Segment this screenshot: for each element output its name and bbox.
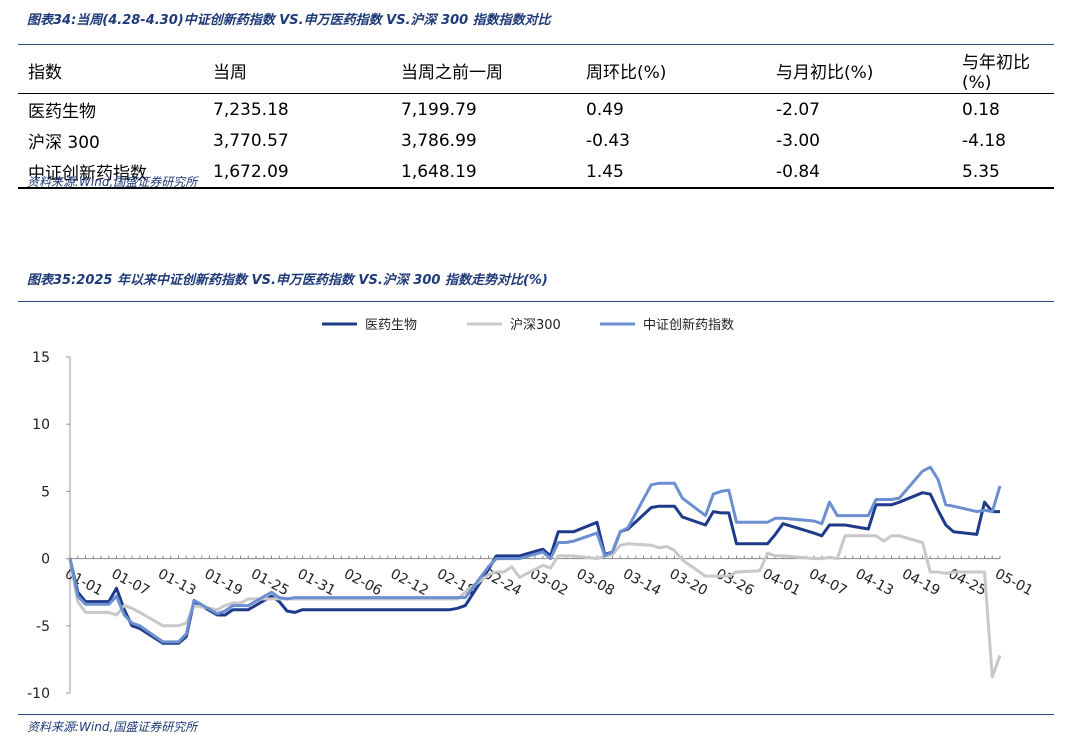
header-mtd: 与月初比(%) [766, 48, 952, 94]
legend-label-2: 中证创新药指数 [643, 317, 734, 333]
cell: 1.45 [576, 156, 766, 189]
cell: 1,648.19 [391, 156, 576, 189]
x-tick-label: 05-01 [992, 566, 1035, 599]
cell: 5.35 [952, 156, 1054, 189]
header-wow: 周环比(%) [576, 48, 766, 94]
y-tick-label: -5 [36, 619, 50, 635]
x-tick-label: 01-19 [202, 566, 245, 599]
x-tick-label: 04-13 [853, 566, 896, 599]
cell: 0.18 [962, 99, 1000, 120]
index-comparison-table: 指数 当周 当周之前一周 周环比(%) 与月初比(%) 与年初比(%) 医药生物… [18, 48, 1054, 189]
cell: -3.00 [776, 130, 820, 151]
legend-label-0: 医药生物 [365, 318, 417, 333]
y-tick-label: -10 [27, 686, 50, 702]
cell: 中证创新药指数 [18, 156, 203, 189]
x-tick-label: 01-31 [295, 566, 338, 599]
table-row: 沪深 300 3,770.57 3,786.99 -0.43 -3.00 -4.… [18, 125, 1054, 156]
x-tick-label: 02-12 [388, 566, 431, 599]
y-tick-label: 5 [41, 484, 50, 500]
x-tick-label: 01-13 [155, 566, 198, 599]
cell: -4.18 [962, 130, 1006, 151]
legend-label-1: 沪深300 [510, 317, 561, 333]
x-tick-label: 04-07 [806, 566, 849, 599]
x-tick-label: 01-01 [62, 566, 105, 599]
cell: 医药生物 [28, 102, 96, 122]
y-tick-label: 0 [41, 552, 50, 568]
header-previous-week: 当周之前一周 [391, 48, 576, 94]
x-tick-label: 02-06 [341, 566, 385, 599]
y-tick-label: 10 [32, 417, 50, 433]
x-tick-label: 03-20 [667, 566, 710, 599]
cell: 7,235.18 [213, 99, 289, 120]
table-row: 医药生物 7,235.18 7,199.79 0.49 -2.07 0.18 [18, 94, 1054, 126]
chart-title: 图表35:2025 年以来中证创新药指数 VS.申万医药指数 VS.沪深 300… [27, 273, 548, 288]
series-line-0 [68, 491, 1000, 645]
series-line-2 [68, 465, 1002, 644]
y-tick-label: 15 [32, 350, 50, 366]
table-row: 中证创新药指数 1,672.09 1,648.19 1.45 -0.84 5.3… [18, 156, 1054, 189]
x-tick-label: 01-07 [109, 566, 152, 599]
cell: -0.43 [586, 130, 630, 151]
cell: 3,770.57 [213, 130, 289, 151]
cell: 7,199.79 [401, 99, 477, 120]
table-source: 资料来源:Wind,国盛证券研究所 [27, 175, 198, 189]
chart-bottom-rule [18, 714, 1054, 715]
chart-title-rule [18, 301, 1054, 302]
cell: -0.84 [766, 156, 952, 189]
x-tick-label: 03-08 [574, 566, 617, 599]
cell: 沪深 300 [28, 133, 100, 153]
x-tick-label: 03-14 [620, 566, 664, 599]
chart-source: 资料来源:Wind,国盛证券研究所 [27, 720, 198, 734]
table-header-row: 指数 当周 当周之前一周 周环比(%) 与月初比(%) 与年初比(%) [18, 48, 1054, 94]
cell: -2.07 [776, 99, 820, 120]
cell: 1,672.09 [203, 156, 391, 189]
header-index: 指数 [18, 48, 203, 94]
cell: 0.49 [586, 99, 624, 120]
x-tick-label: 04-01 [760, 566, 803, 599]
table-title: 图表34:当周(4.28-4.30)中证创新药指数 VS.申万医药指数 VS.沪… [27, 13, 551, 28]
series-line-1 [68, 534, 1002, 679]
cell: 3,786.99 [401, 130, 477, 151]
header-ytd: 与年初比(%) [952, 48, 1054, 94]
header-current-week: 当周 [203, 48, 391, 94]
table-title-rule [18, 44, 1054, 45]
